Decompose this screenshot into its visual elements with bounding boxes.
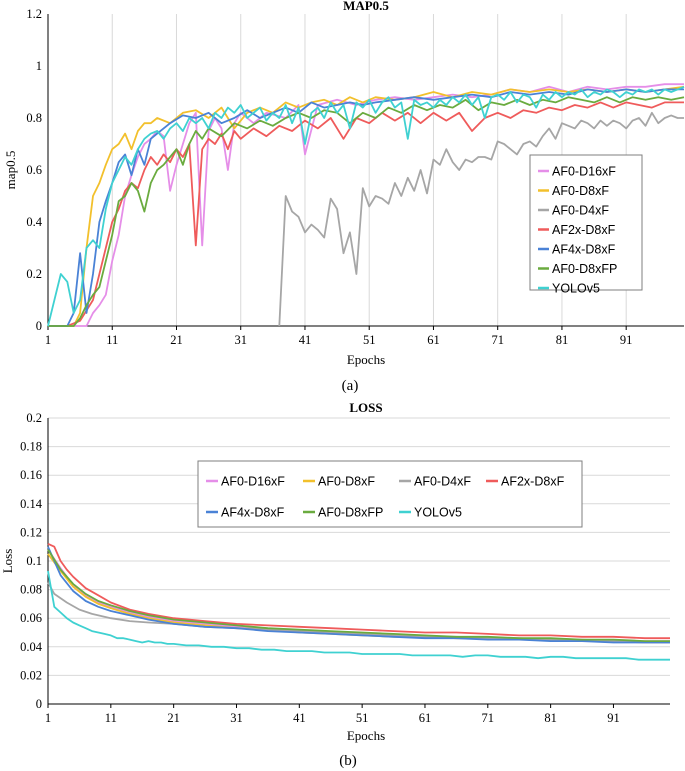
loss-y-tick-label: 0.06: [20, 611, 42, 625]
loss-legend-label: YOLOv5: [414, 506, 462, 520]
loss-x-tick-label: 1: [45, 711, 51, 725]
loss-y-tick-label: 0.18: [20, 440, 42, 454]
map-legend-label: AF2x-D8xF: [552, 223, 616, 237]
loss-chart-title: LOSS: [349, 400, 382, 415]
loss-x-tick-label: 21: [167, 711, 180, 725]
map-x-tick-label: 81: [556, 333, 569, 347]
loss-x-tick-label: 61: [419, 711, 432, 725]
map-lines: [47, 83, 685, 327]
loss-y-tick-label: 0.14: [20, 497, 43, 511]
map-legend-label: YOLOv5: [552, 282, 600, 296]
map-caption: (a): [342, 378, 359, 394]
map-series-line-af0-d8xf: [48, 85, 685, 327]
map-y-tick-label: 0.4: [26, 215, 42, 229]
map-x-tick-label: 11: [106, 333, 118, 347]
loss-legend-items: AF0-D16xF AF0-D8xF AF0-D4xF AF2x-D8xF AF4x-D…: [206, 475, 565, 520]
map-y-tick-label: 0.6: [26, 163, 42, 177]
loss-series-line-af0-d4xf: [47, 582, 670, 644]
loss-caption: (b): [339, 753, 357, 769]
map-x-tick-label: 21: [170, 333, 183, 347]
loss-x-ticks: 1 11 21 31 41 51 61 71 81 91: [45, 704, 620, 725]
loss-legend-label: AF0-D4xF: [414, 475, 471, 489]
loss-series-line-af0-d8xfp: [47, 549, 670, 642]
loss-x-tick-label: 71: [482, 711, 495, 725]
map-y-tick-label: 1: [36, 59, 42, 73]
map-legend-label: AF4x-D8xF: [552, 243, 616, 257]
map-series-line-af0-d8xfp: [48, 96, 685, 327]
loss-legend-label: AF0-D8xF: [318, 475, 375, 489]
loss-legend-label: AF0-D8xFP: [318, 506, 383, 520]
loss-y-tick-label: 0.12: [20, 525, 42, 539]
loss-x-tick-label: 51: [356, 711, 369, 725]
loss-legend: AF0-D16xF AF0-D8xF AF0-D4xF AF2x-D8xF AF4x-D…: [197, 460, 583, 528]
map-legend-label: AF0-D8xF: [552, 184, 609, 198]
loss-y-tick-label: 0.16: [20, 468, 42, 482]
map-series-line-af2x-d8xf: [48, 101, 684, 327]
map-x-tick-label: 51: [363, 333, 376, 347]
loss-x-tick-label: 31: [230, 711, 243, 725]
map-x-axis-label: Epochs: [347, 352, 385, 367]
loss-y-tick-label: 0.1: [26, 554, 42, 568]
loss-y-tick-label: 0.08: [20, 583, 42, 597]
map-x-tick-label: 41: [299, 333, 312, 347]
loss-series-line-yolov5: [47, 570, 670, 661]
loss-x-tick-label: 91: [607, 711, 620, 725]
map-x-tick-label: 71: [491, 333, 504, 347]
map-x-tick-label: 1: [45, 333, 51, 347]
loss-x-axis-label: Epochs: [347, 728, 385, 743]
map-x-tick-label: 61: [427, 333, 440, 347]
map-x-tick-label: 91: [620, 333, 633, 347]
map-y-tick-label: 0.2: [26, 267, 42, 281]
map-y-axis-label: map0.5: [3, 151, 18, 190]
map-y-tick-label: 1.2: [26, 7, 42, 21]
loss-series-line-af4x-d8xf: [47, 546, 670, 644]
loss-legend-label: AF2x-D8xF: [501, 475, 565, 489]
loss-chart: LOSS 0 0.02 0.04 0.06 0.08 0.1 0.12 0.14 0.16 0.1…: [0, 400, 670, 743]
loss-legend-label: AF4x-D8xF: [221, 506, 285, 520]
map-y-ticks: 0 0.2 0.4 0.6 0.8 1 1.2: [26, 7, 42, 333]
map-legend-label: AF0-D4xF: [552, 204, 609, 218]
map-x-ticks: 1 11 21 31 41 51 61 71 81 91: [45, 326, 633, 347]
map-legend-label: AF0-D16xF: [552, 165, 616, 179]
map-y-tick-label: 0.8: [26, 111, 42, 125]
loss-y-ticks: 0 0.02 0.04 0.06 0.08 0.1 0.12 0.14 0.16 0.18 0.2: [20, 411, 43, 711]
map-series-line-af0-d4xf: [278, 111, 684, 327]
loss-y-tick-label: 0.04: [20, 640, 43, 654]
loss-y-tick-label: 0.02: [20, 668, 42, 682]
loss-x-tick-label: 11: [105, 711, 117, 725]
map-legend-label: AF0-D8xFP: [552, 262, 617, 276]
map-series-line-yolov5: [47, 85, 685, 327]
loss-series-line-af0-d16xf: [47, 549, 670, 642]
loss-y-axis-label: Loss: [0, 549, 15, 574]
loss-x-tick-label: 81: [544, 711, 557, 725]
loss-legend-label: AF0-D16xF: [221, 475, 285, 489]
loss-legend-box: [197, 460, 583, 528]
map-chart: MAP0.5 00.20.40.60.811.2 1 11 21 31 41 51 61 71…: [3, 0, 685, 367]
map-legend: AF0-D16xF AF0-D8xF AF0-D4xF AF2x-D8xF AF4x-D…: [529, 154, 643, 296]
map-y-tick-label: 0: [36, 319, 42, 333]
map-chart-title: MAP0.5: [343, 0, 389, 13]
loss-y-tick-label: 0.2: [26, 411, 42, 425]
loss-y-tick-label: 0: [36, 697, 42, 711]
map-legend-items: AF0-D16xF AF0-D8xF AF0-D4xF AF2x-D8xF AF4x-D…: [538, 165, 617, 296]
loss-series-line-af2x-d8xf: [47, 542, 670, 640]
loss-x-tick-label: 41: [293, 711, 306, 725]
map-x-tick-label: 31: [234, 333, 247, 347]
loss-lines: [47, 542, 670, 661]
